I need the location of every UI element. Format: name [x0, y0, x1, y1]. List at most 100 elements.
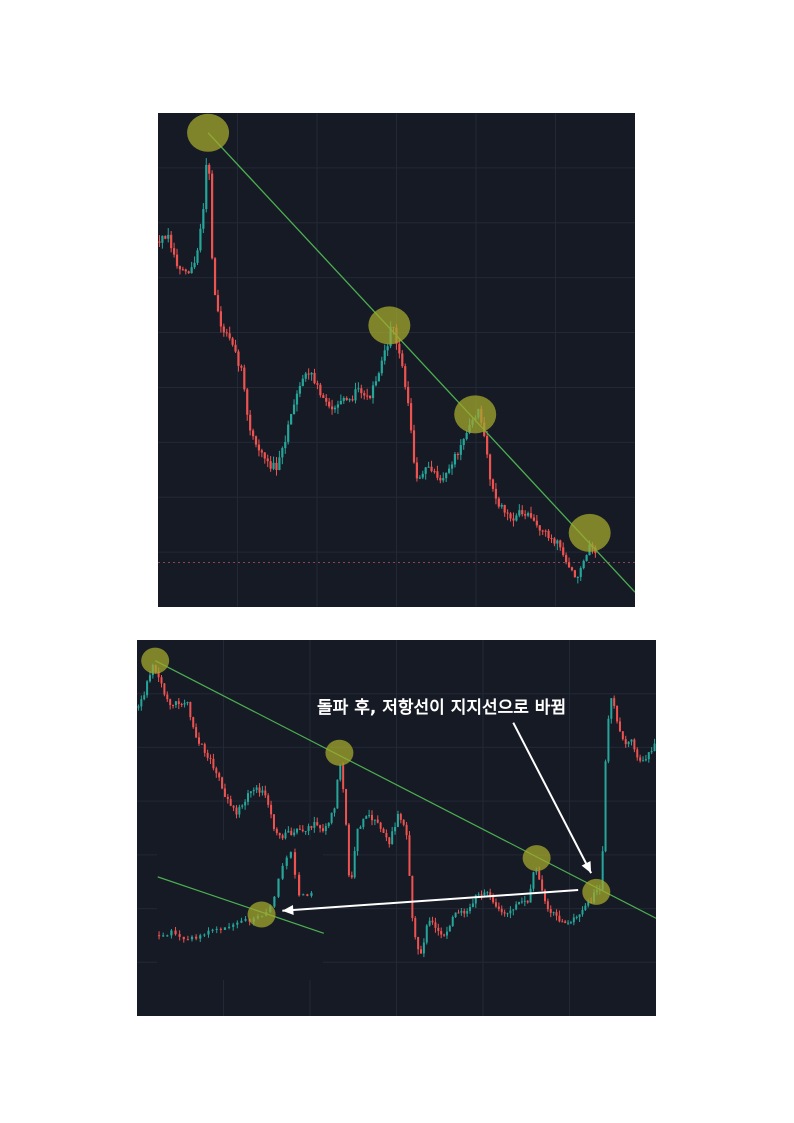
candle-down [313, 372, 316, 384]
candle-down [177, 701, 180, 704]
candle-down [565, 555, 568, 563]
candle-up [261, 790, 264, 793]
candle-up [359, 826, 362, 829]
candle-up [292, 404, 296, 415]
candle-up [394, 826, 397, 832]
candle-down [260, 450, 263, 453]
candle-down [195, 727, 198, 738]
candle-down [157, 935, 161, 937]
candle-up [529, 888, 532, 903]
candle-down [488, 454, 492, 480]
candle-down [222, 326, 225, 333]
candle-up [575, 916, 578, 918]
candle-up [293, 832, 296, 836]
touch-point-marker [582, 878, 611, 905]
candle-up [391, 831, 394, 845]
candle-down [546, 901, 549, 910]
candle-down [408, 835, 411, 876]
candle-down [388, 837, 391, 845]
arrow-shaft [512, 722, 593, 874]
candle-down [480, 894, 483, 896]
candle-down [293, 852, 297, 875]
candle-up [569, 922, 572, 924]
candle-up [650, 751, 653, 753]
candle-down [166, 694, 169, 700]
candle-down [547, 530, 550, 539]
candle-up [610, 698, 613, 719]
candle-down [497, 906, 500, 909]
candle-up [199, 935, 202, 939]
candle-up [211, 929, 214, 931]
candle-up [333, 808, 336, 813]
annotation-label: 돌파 후, 저항선이 지지선으로 바뀜 [317, 697, 566, 718]
candle-down [290, 830, 293, 836]
candle-up [442, 478, 445, 481]
candle-up [585, 555, 588, 561]
candle-down [232, 805, 235, 808]
candle-up [425, 925, 428, 943]
candle-up [362, 818, 365, 827]
candle-up [535, 870, 538, 873]
candle-down [206, 752, 209, 758]
candles [137, 663, 656, 958]
candle-up [424, 467, 427, 474]
candle-down [164, 235, 167, 239]
candle-down [415, 462, 419, 479]
touch-point-marker [454, 395, 497, 434]
candle-down [567, 562, 571, 568]
candle-down [457, 912, 460, 914]
candle-up [581, 909, 584, 915]
candle-down [184, 269, 187, 272]
candle-down [624, 739, 627, 745]
candle-down [491, 479, 495, 489]
candle-up [374, 381, 378, 386]
candle-up [223, 927, 227, 930]
candle-down [414, 917, 417, 938]
candle-down [237, 351, 240, 366]
candle-up [336, 779, 339, 809]
candle-down [319, 825, 322, 829]
candle-down [225, 332, 228, 334]
candle-down [275, 462, 278, 471]
candle-down [186, 939, 189, 941]
candle-up [567, 922, 570, 924]
candle-up [296, 828, 299, 833]
candle-up [579, 568, 582, 577]
candle-up [647, 752, 650, 760]
candle-up [313, 822, 316, 828]
candle-down [169, 699, 172, 705]
candle-down [163, 683, 166, 695]
candle-down [216, 295, 220, 312]
candle-up [486, 892, 489, 894]
candle-down [197, 737, 200, 744]
candle-up [445, 931, 448, 936]
candle-up [170, 930, 173, 936]
candle-down [178, 934, 181, 937]
candle-down [174, 930, 177, 935]
inset-trendline [157, 876, 325, 934]
candle-up [287, 830, 290, 833]
candle-up [469, 907, 472, 912]
candle-down [524, 514, 527, 516]
candle-down [541, 530, 544, 532]
candle-down [558, 915, 561, 922]
candle-up [518, 510, 521, 516]
candle-up [454, 912, 457, 918]
candle-down [211, 173, 214, 259]
candle-down [351, 399, 354, 401]
candle-up [584, 905, 587, 910]
candle-up [255, 787, 258, 790]
candle-down [439, 477, 442, 481]
candle-up [377, 373, 380, 382]
touch-point-marker [187, 113, 230, 152]
candle-down [243, 367, 246, 390]
candle-up [477, 894, 480, 896]
candle-down [170, 234, 173, 249]
candle-up [451, 917, 454, 927]
candle-down [172, 704, 175, 706]
candle-up [324, 826, 327, 832]
candle-up [302, 894, 305, 896]
candle-down [345, 397, 348, 400]
candle-down [420, 949, 423, 954]
candle-up [287, 424, 290, 442]
